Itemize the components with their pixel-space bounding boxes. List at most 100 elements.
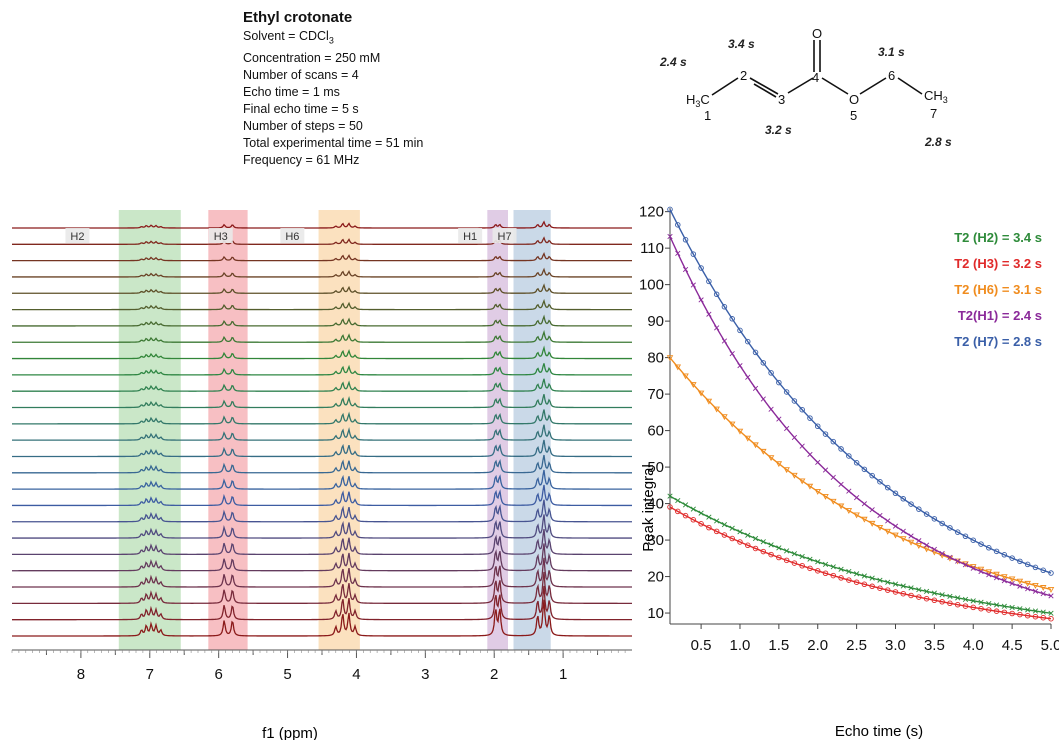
decay-point — [877, 478, 883, 485]
decay-point — [1048, 570, 1054, 576]
decay-point — [791, 551, 798, 557]
decay-point — [745, 542, 751, 549]
decay-y-tick-label: 10 — [647, 605, 664, 622]
region-h3 — [208, 210, 248, 650]
decay-point — [675, 250, 681, 256]
decay-point — [1009, 555, 1015, 561]
spectrum-trace — [12, 571, 632, 604]
decay-point — [775, 461, 783, 468]
spectrum-trace — [12, 267, 632, 278]
spectrum-trace — [12, 409, 632, 425]
spectrum-trace — [12, 557, 632, 588]
decay-point — [1048, 610, 1054, 616]
decay-point — [923, 542, 930, 548]
decay-y-tick-label: 80 — [647, 350, 664, 367]
decay-point — [986, 600, 992, 607]
decay-point — [822, 493, 829, 500]
decay-point — [752, 385, 759, 391]
decay-point — [915, 543, 923, 550]
decay-point — [822, 570, 829, 577]
info-line-solvent: Solvent = CDCl3 — [243, 29, 334, 46]
decay-point — [682, 373, 689, 380]
decay-point — [807, 451, 813, 458]
spectrum-trace — [12, 585, 632, 621]
decay-point — [814, 488, 821, 495]
molecule-structure: H3C 1 2 3 O 4 O 5 6 CH3 7 2.4 s 3.4 s 3.… — [659, 26, 952, 149]
decay-point — [830, 438, 837, 445]
spectrum-trace — [12, 543, 632, 572]
decay-point — [768, 406, 774, 412]
decay-point — [729, 525, 735, 531]
info-line-concentration: Concentration = 250 mM — [243, 50, 381, 65]
atom-num-2: 2 — [740, 68, 747, 83]
legend-entry: T2 (H6) = 3.1 s — [954, 282, 1042, 297]
decay-point — [876, 524, 884, 531]
decay-point — [799, 563, 805, 569]
decay-point — [807, 415, 813, 421]
spectrum-tick-label: 2 — [490, 666, 498, 683]
decay-point — [838, 446, 844, 452]
decay-point — [752, 545, 759, 552]
decay-y-tick-label: 100 — [640, 277, 664, 294]
decay-point — [714, 518, 720, 524]
decay-point — [822, 467, 829, 473]
spectrum-trace — [12, 469, 632, 490]
decay-point — [908, 592, 914, 599]
decay-point — [815, 559, 821, 565]
decay-point — [1024, 580, 1031, 587]
decay-x-tick-label: 3.0 — [885, 637, 906, 654]
decay-point — [853, 579, 860, 585]
spectrum-tick-label: 8 — [77, 666, 85, 683]
decay-point — [830, 498, 837, 505]
region-h2 — [118, 210, 181, 650]
decay-point — [682, 266, 689, 273]
decay-point — [682, 236, 689, 243]
decay-y-tick-label: 20 — [647, 569, 664, 586]
decay-point — [706, 311, 712, 317]
decay-y-tick-label: 40 — [647, 496, 664, 513]
spectrum-trace — [12, 345, 632, 360]
decay-point — [954, 601, 961, 608]
decay-x-tick-label: 5.0 — [1041, 637, 1059, 654]
decay-point — [954, 529, 961, 535]
spectrum-x-axis-label: f1 (ppm) — [262, 725, 318, 740]
decay-point — [993, 571, 1000, 578]
decay-point — [667, 206, 673, 213]
decay-point — [986, 607, 992, 613]
decay-point — [728, 421, 736, 428]
decay-point — [931, 516, 938, 522]
decay-point — [892, 589, 899, 595]
decay-point — [993, 548, 1000, 555]
t2-label-h6: 3.1 s — [878, 45, 905, 59]
decay-series — [666, 206, 1055, 622]
decay-point — [846, 488, 852, 494]
decay-point — [1009, 580, 1015, 587]
decay-y-tick-label: 70 — [647, 386, 664, 403]
decay-point — [698, 297, 704, 303]
decay-point — [877, 577, 883, 583]
decay-point — [853, 460, 860, 466]
decay-point — [706, 278, 712, 285]
decay-point — [1025, 586, 1031, 592]
decay-y-tick-label: 120 — [640, 204, 664, 221]
decay-point — [923, 546, 930, 553]
region-labels: H2 H3 H6 H1 H7 — [65, 228, 517, 243]
decay-point — [674, 364, 682, 371]
decay-point — [814, 568, 821, 574]
decay-point — [838, 575, 844, 581]
decay-point — [947, 593, 953, 599]
decay-point — [908, 501, 914, 507]
decay-point — [760, 360, 767, 366]
region-label-box — [492, 228, 517, 243]
region-label-h1: H1 — [463, 231, 477, 243]
spectrum-trace — [12, 329, 632, 343]
decay-point — [713, 528, 720, 535]
decay-point — [853, 512, 860, 519]
decay-point — [869, 575, 875, 581]
decay-point — [923, 588, 930, 595]
decay-point — [1040, 614, 1046, 621]
decay-point — [760, 539, 766, 545]
spectrum-tick-label: 6 — [214, 666, 222, 683]
decay-point — [729, 316, 735, 322]
decay-point — [923, 595, 930, 602]
